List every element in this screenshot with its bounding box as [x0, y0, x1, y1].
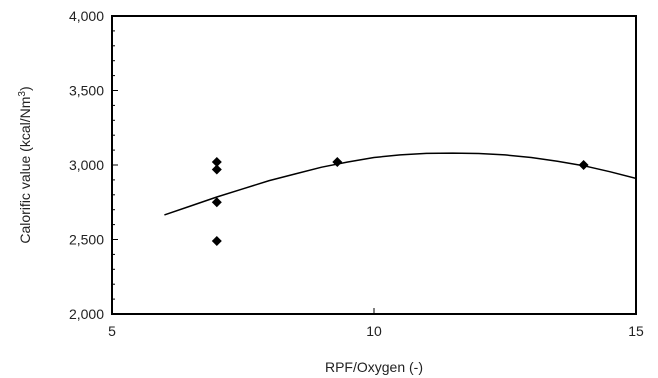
fitted-curve-line: [164, 152, 637, 216]
data-point-diamond: [211, 235, 222, 246]
y-axis-title: Calorific value (kcal/Nm3): [17, 86, 34, 243]
y-tick-label: 2,000: [69, 306, 104, 322]
x-axis-ticks: 5 10 15: [108, 308, 644, 339]
y-axis-title-superscript: 3: [17, 91, 28, 97]
x-tick-label: 5: [108, 323, 116, 339]
data-point-diamond: [211, 164, 222, 175]
data-point-diamond: [332, 157, 343, 168]
y-tick-label: 3,500: [69, 83, 104, 99]
y-axis-ticks: 2,000 2,500 3,000 3,500 4,000: [69, 8, 118, 322]
data-point-diamond: [211, 197, 222, 208]
y-tick-label: 2,500: [69, 232, 104, 248]
plot-content: [164, 152, 637, 246]
plot-area-frame: [111, 15, 637, 315]
x-tick-label: 15: [628, 323, 644, 339]
x-axis-title: RPF/Oxygen (-): [325, 359, 423, 375]
y-tick-label: 3,000: [69, 157, 104, 173]
data-point-diamond: [211, 157, 222, 168]
y-axis-title-tail: ): [17, 86, 33, 91]
y-tick-label: 4,000: [69, 8, 104, 24]
data-point-diamond: [578, 160, 589, 170]
x-tick-label: 10: [366, 323, 382, 339]
y-axis-title-main: Calorific value (kcal/Nm: [17, 97, 33, 244]
